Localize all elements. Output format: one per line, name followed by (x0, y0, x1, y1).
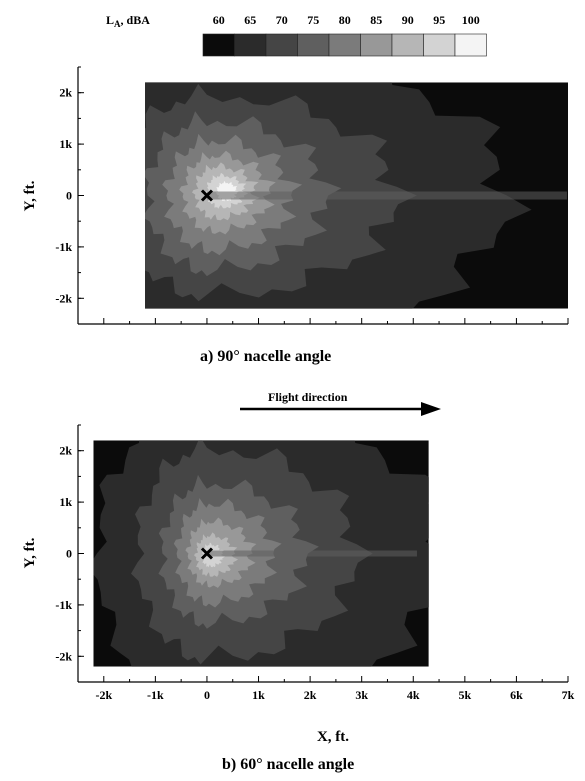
y-tick-label: -2k (55, 291, 72, 305)
flight-direction: Flight direction (240, 390, 441, 416)
legend: LA, dBA 60 65 70 75 80 85 90 95 100 (106, 13, 487, 57)
y-tick-label: 2k (59, 444, 72, 458)
y-tick-label: -1k (55, 598, 72, 612)
legend-level-label: 95 (433, 13, 445, 27)
legend-level-label: 85 (370, 13, 382, 27)
y-tick-label: -1k (55, 240, 72, 254)
legend-level-label: 75 (307, 13, 319, 27)
y-axis-title-a: Y, ft. (22, 180, 38, 211)
y-tick-label: 0 (66, 189, 72, 203)
y-tick-label: 1k (59, 495, 72, 509)
y-tick-label: 2k (59, 86, 72, 100)
legend-swatch (391, 33, 424, 57)
contour-wake (206, 191, 567, 200)
flight-direction-label: Flight direction (268, 390, 348, 404)
legend-title: LA, dBA (106, 13, 150, 29)
legend-swatch (454, 33, 487, 57)
x-tick-label: 6k (510, 688, 523, 702)
legend-level-label: 70 (276, 13, 288, 27)
y-tick-label: -2k (55, 649, 72, 663)
x-tick-label: 3k (355, 688, 368, 702)
legend-swatch (360, 33, 393, 57)
axes-b: 2k 1k 0 -1k -2k -2k -1k 0 1k 2k 3k 4k 5k 6k 7k (55, 424, 575, 702)
x-tick-label: 5k (458, 688, 471, 702)
legend-swatch (234, 33, 267, 57)
x-axis-title-b: X, ft. (317, 729, 349, 745)
x-tick-label: 1k (252, 688, 265, 702)
legend-swatch (297, 33, 330, 57)
x-tick-label: -1k (147, 688, 164, 702)
contour-wake (206, 550, 417, 557)
legend-level-label: 65 (244, 13, 256, 27)
legend-title-main: L (106, 13, 114, 27)
legend-level-label: 60 (213, 13, 225, 27)
legend-swatch (265, 33, 298, 57)
caption-b: b) 60° nacelle angle (222, 756, 354, 773)
flight-direction-arrowhead (421, 402, 441, 416)
legend-swatch (423, 33, 456, 57)
legend-labels: 60 65 70 75 80 85 90 95 100 (213, 13, 480, 27)
peak-marker (200, 547, 214, 560)
x-tick-label: 4k (407, 688, 420, 702)
legend-swatch (328, 33, 361, 57)
x-tick-label: 7k (562, 688, 575, 702)
legend-swatches (202, 33, 487, 57)
legend-level-label: 80 (339, 13, 351, 27)
legend-level-label: 90 (402, 13, 414, 27)
x-tick-label: 0 (204, 688, 210, 702)
chart-panel-a: 2k 1k 0 -1k -2k Y, ft. a) 90° nacelle angle (22, 66, 569, 365)
legend-title-rest: , dBA (121, 13, 151, 27)
contour-plot-a (145, 82, 568, 309)
legend-title-sub: A (114, 19, 121, 29)
axes-a: 2k 1k 0 -1k -2k (55, 66, 569, 325)
x-tick-label: -2k (95, 688, 112, 702)
x-tick-label: 2k (304, 688, 317, 702)
legend-swatch (202, 33, 235, 57)
caption-a: a) 90° nacelle angle (200, 348, 331, 365)
y-tick-label: 0 (66, 547, 72, 561)
peak-marker (200, 189, 214, 202)
y-axis-title-b: Y, ft. (22, 537, 38, 568)
y-tick-label: 1k (59, 137, 72, 151)
contour-plot-b (93, 440, 429, 667)
legend-level-label: 100 (462, 13, 480, 27)
